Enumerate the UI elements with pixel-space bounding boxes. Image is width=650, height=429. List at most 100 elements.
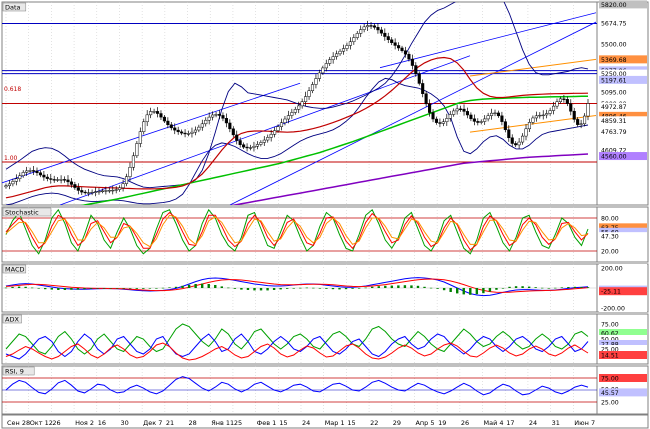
macd-histogram-bar-46 — [305, 287, 309, 289]
channel-upper-line — [469, 58, 596, 77]
trend-line-0 — [2, 82, 301, 184]
candle-body-111 — [386, 36, 390, 40]
y-label-0-9: 4972.87 — [601, 104, 627, 111]
moving-average-green-line — [80, 95, 589, 205]
candle-body-123 — [428, 103, 432, 113]
adx-line-1 — [5, 333, 589, 360]
candle-body-0 — [4, 185, 8, 188]
macd-histogram-bar-53 — [351, 288, 354, 289]
macd-histogram-bar-25 — [168, 287, 171, 288]
candle-body-9 — [35, 170, 39, 174]
macd-histogram-bar-20 — [135, 288, 138, 289]
macd-histogram-bar-17 — [115, 288, 119, 289]
candle-body-68 — [238, 140, 242, 145]
y-label-bg-0-10 — [599, 111, 647, 120]
panel-title-bg-0 — [2, 2, 27, 12]
macd-histogram-bar-87 — [573, 286, 577, 288]
candle-body-154 — [534, 115, 538, 119]
x-axis-label-6: Дек 7 — [143, 419, 162, 427]
macd-histogram-bar-81 — [534, 287, 537, 288]
x-axis-label-22: 17 — [506, 419, 514, 427]
macd-histogram-bar-44 — [292, 288, 295, 289]
stochastic-line-2 — [5, 214, 589, 248]
x-axis-strip — [1, 414, 649, 429]
candle-body-81 — [283, 118, 287, 123]
candle-body-128 — [445, 118, 449, 123]
macd-histogram-bar-54 — [357, 288, 361, 289]
candle-body-20 — [73, 184, 77, 188]
candle-body-64 — [224, 118, 228, 124]
y-label-bg-0-7 — [599, 88, 647, 97]
x-axis-label-3: Ноя 2 — [75, 419, 94, 427]
stochastic-line-0 — [5, 208, 589, 255]
candle-body-131 — [455, 108, 459, 112]
candle-body-165 — [572, 111, 576, 120]
y-label-bg-1-0 — [599, 214, 647, 222]
macd-histogram-bar-1 — [11, 287, 14, 288]
macd-histogram-bar-13 — [89, 288, 93, 289]
candle-body-69 — [242, 144, 246, 148]
y-label-2-2: -25.11 — [601, 289, 621, 296]
adx-line-2 — [5, 342, 589, 361]
fib-label-1: 1.00 — [4, 155, 18, 162]
macd-histogram-bar-78 — [514, 286, 518, 288]
candle-body-88 — [307, 90, 311, 97]
candle-body-129 — [448, 114, 452, 119]
macd-histogram-bar-22 — [148, 288, 152, 289]
candle-body-75 — [262, 139, 266, 143]
macd-histogram-bar-0 — [4, 287, 8, 289]
macd-histogram-bar-10 — [70, 288, 73, 290]
candle-body-93 — [324, 63, 328, 69]
candle-body-99 — [345, 45, 349, 49]
panel-title-3: ADX — [5, 315, 19, 323]
candle-body-72 — [252, 145, 256, 148]
y-label-bg-0-1 — [599, 18, 647, 27]
candle-body-30 — [107, 190, 111, 192]
y-label-bg-1-3 — [599, 232, 647, 241]
y-label-bg-0-3 — [599, 55, 647, 64]
macd-histogram-bar-69 — [456, 288, 459, 294]
macd-histogram-bar-33 — [220, 286, 223, 288]
candle-body-98 — [341, 48, 346, 52]
macd-histogram-bar-48 — [318, 288, 322, 289]
candle-body-83 — [290, 112, 294, 116]
candle-body-159 — [552, 105, 556, 111]
macd-histogram-bar-80 — [527, 286, 531, 288]
candle-body-169 — [586, 103, 590, 117]
candle-body-45 — [159, 113, 163, 118]
y-label-2-0: 200.00 — [601, 266, 623, 273]
candle-body-162 — [562, 98, 566, 100]
candle-body-121 — [421, 83, 425, 94]
candle-body-70 — [245, 146, 249, 149]
y-label-bg-0-12 — [599, 127, 647, 136]
rsi-line-0 — [5, 376, 589, 396]
candle-body-59 — [207, 116, 211, 121]
candle-body-117 — [407, 53, 411, 60]
candle-body-65 — [228, 122, 232, 130]
candle-body-146 — [507, 129, 511, 139]
candle-body-32 — [114, 189, 118, 191]
candle-body-84 — [293, 109, 297, 113]
y-label-bg-4-0 — [599, 374, 647, 382]
candle-body-33 — [118, 187, 122, 190]
x-axis-label-0: Сен 28 — [7, 419, 30, 427]
macd-histogram-bar-72 — [475, 288, 479, 295]
candle-body-92 — [321, 67, 325, 74]
macd-histogram-bar-9 — [63, 288, 67, 290]
candle-body-21 — [76, 187, 80, 191]
macd-histogram-bar-77 — [508, 286, 511, 288]
macd-histogram-bar-55 — [364, 287, 367, 289]
candle-body-158 — [548, 110, 552, 114]
macd-histogram-bar-70 — [462, 288, 465, 295]
candle-body-142 — [493, 112, 497, 114]
x-axis-label-7: 21 — [166, 419, 174, 427]
candle-body-114 — [397, 45, 401, 49]
x-axis-label-2: 26 — [52, 419, 60, 427]
candle-body-110 — [383, 32, 387, 37]
macd-histogram-bar-23 — [155, 288, 158, 289]
candle-body-19 — [69, 181, 73, 185]
candle-body-60 — [211, 114, 215, 118]
y-label-4-0: 75.00 — [601, 376, 619, 383]
candle-body-141 — [490, 112, 494, 116]
candle-body-8 — [32, 170, 36, 172]
